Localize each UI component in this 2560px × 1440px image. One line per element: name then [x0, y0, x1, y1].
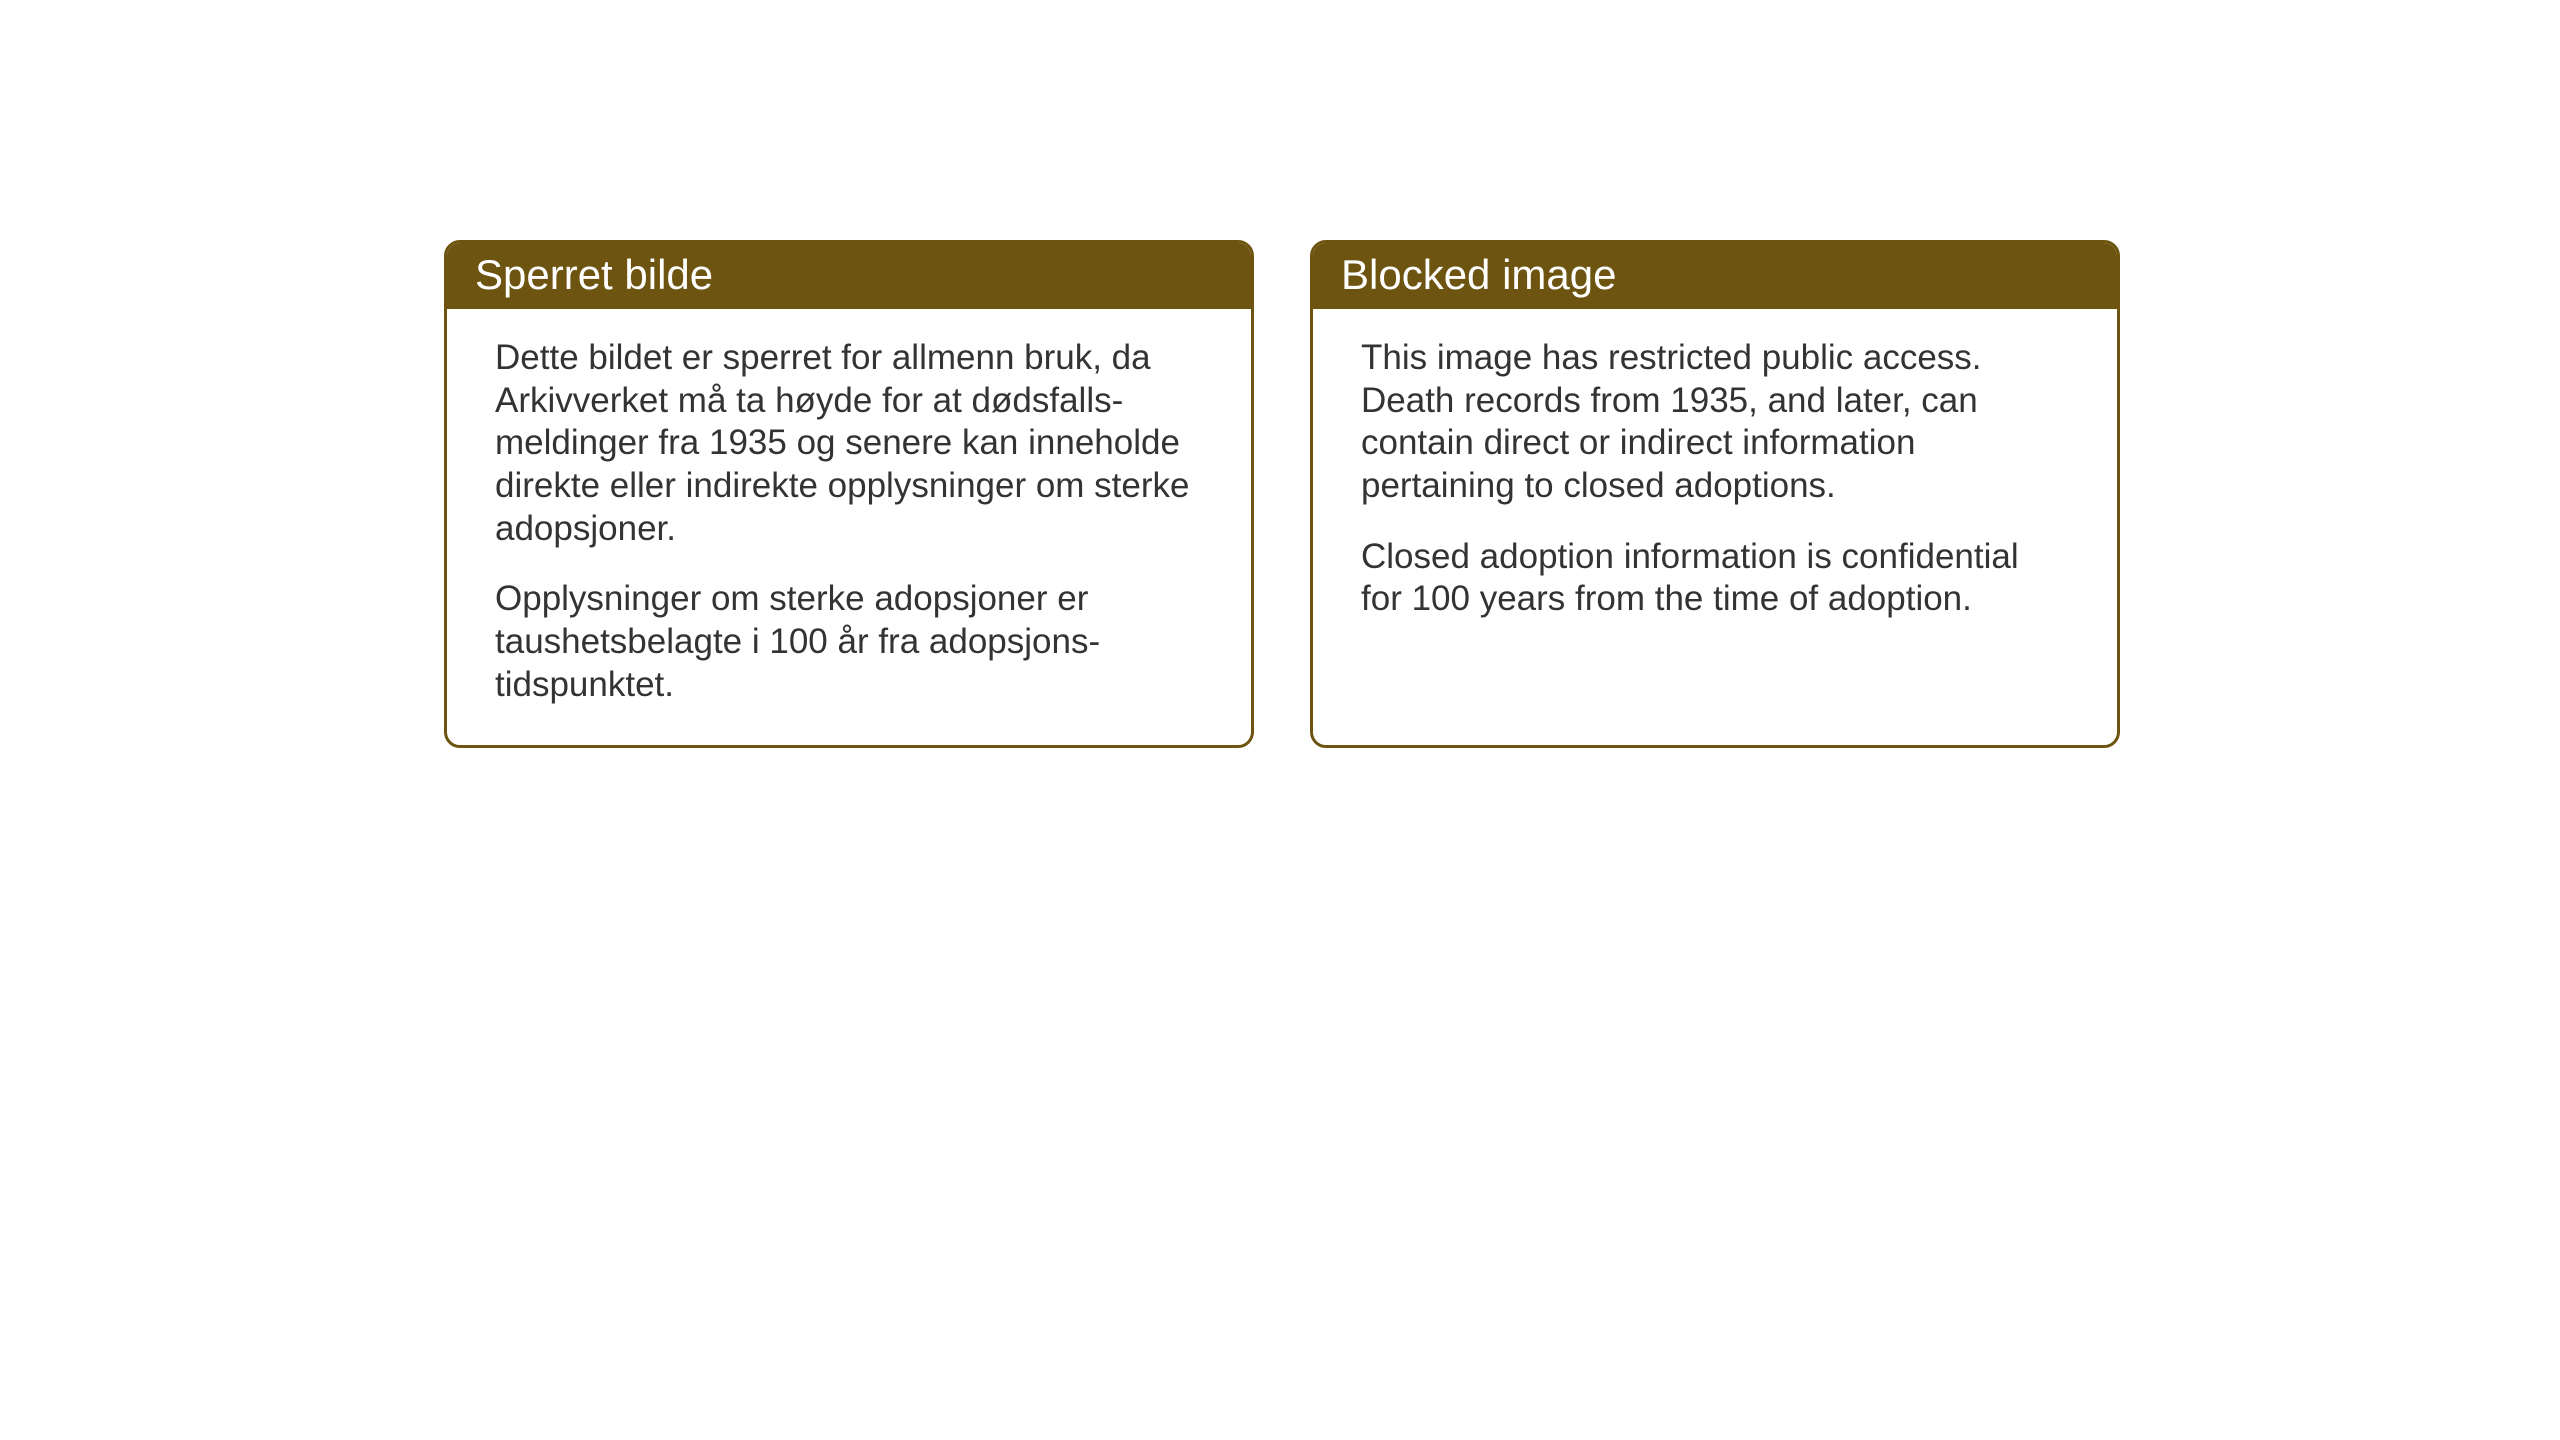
- card-title-english: Blocked image: [1341, 251, 1616, 298]
- card-body-norwegian: Dette bildet er sperret for allmenn bruk…: [447, 309, 1251, 745]
- notice-cards-container: Sperret bilde Dette bildet er sperret fo…: [444, 240, 2120, 748]
- card-header-norwegian: Sperret bilde: [447, 243, 1251, 309]
- notice-card-english: Blocked image This image has restricted …: [1310, 240, 2120, 748]
- card-paragraph-1-norwegian: Dette bildet er sperret for allmenn bruk…: [495, 337, 1203, 550]
- card-paragraph-2-english: Closed adoption information is confident…: [1361, 536, 2069, 621]
- card-header-english: Blocked image: [1313, 243, 2117, 309]
- card-paragraph-2-norwegian: Opplysninger om sterke adopsjoner er tau…: [495, 578, 1203, 706]
- card-body-english: This image has restricted public access.…: [1313, 309, 2117, 659]
- card-paragraph-1-english: This image has restricted public access.…: [1361, 337, 2069, 508]
- notice-card-norwegian: Sperret bilde Dette bildet er sperret fo…: [444, 240, 1254, 748]
- card-title-norwegian: Sperret bilde: [475, 251, 713, 298]
